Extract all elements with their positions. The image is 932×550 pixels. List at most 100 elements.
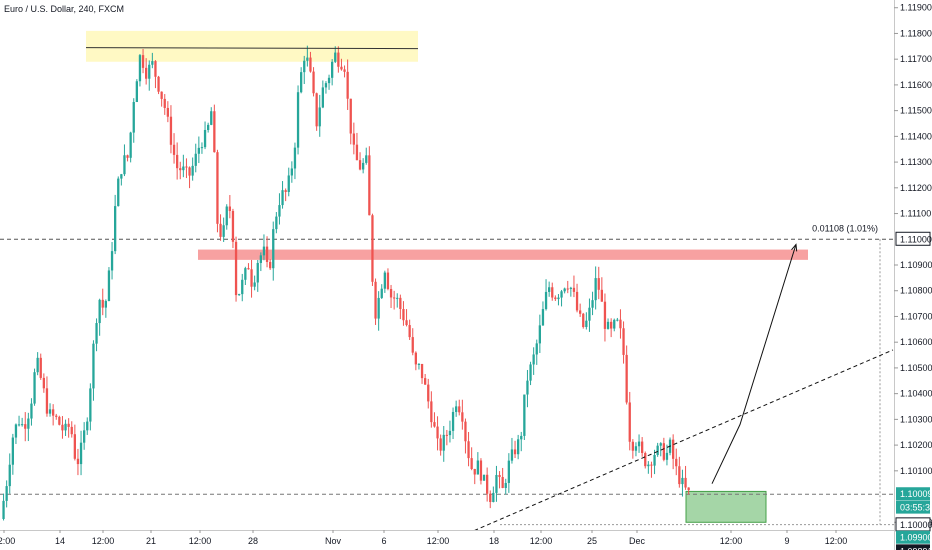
- candle-body: [17, 424, 21, 426]
- candle-body: [275, 216, 278, 230]
- price-label: 1.10009: [900, 489, 932, 499]
- candle-body: [656, 445, 659, 455]
- candle-body: [597, 278, 600, 290]
- candle-body: [482, 474, 486, 481]
- candle-body: [340, 66, 343, 70]
- x-tick-label: 9: [784, 536, 789, 546]
- candle-body: [358, 160, 362, 170]
- y-tick-label: 1.11900: [900, 3, 932, 13]
- y-tick-label: 1.10200: [900, 440, 932, 450]
- candle-body: [225, 206, 228, 226]
- y-tick-label: 1.10800: [900, 286, 932, 296]
- candle-body: [11, 437, 14, 465]
- candle-body: [123, 155, 126, 175]
- candle-body: [541, 309, 545, 326]
- price-label-box: [896, 530, 930, 544]
- candle-body: [284, 190, 287, 192]
- candle-body: [101, 299, 104, 308]
- candle-body: [513, 449, 517, 455]
- candle-body: [473, 468, 476, 475]
- candle-body: [579, 310, 582, 314]
- x-tick-label: 12:00: [427, 536, 450, 546]
- candle-body: [250, 269, 253, 287]
- candle-body: [362, 162, 365, 170]
- candle-body: [414, 352, 417, 365]
- candle-body: [653, 454, 656, 466]
- candle-body: [619, 319, 622, 329]
- candle-body: [197, 147, 200, 154]
- candle-body: [324, 83, 328, 88]
- candle-body: [613, 319, 616, 329]
- candle-body: [290, 168, 293, 176]
- candle-body: [458, 406, 461, 413]
- candle-body: [79, 442, 83, 465]
- candle-body: [644, 452, 647, 467]
- candle-body: [616, 319, 619, 321]
- price-axis-bg: [894, 0, 932, 550]
- candle-body: [138, 55, 142, 82]
- candle-body: [203, 129, 207, 148]
- candle-body: [228, 206, 231, 211]
- candle-body: [331, 61, 334, 78]
- candle-body: [315, 93, 318, 127]
- candle-body: [303, 60, 306, 73]
- candle-body: [504, 482, 507, 488]
- candle-body: [21, 424, 24, 426]
- candle-body: [681, 477, 684, 485]
- candle-body: [420, 363, 424, 379]
- candle-body: [194, 153, 197, 166]
- candle-body: [191, 165, 194, 176]
- candle-body: [448, 430, 452, 436]
- price-label: 1.10000: [900, 520, 932, 530]
- candle-body: [306, 57, 309, 61]
- candle-body: [637, 441, 641, 447]
- candle-body: [129, 132, 132, 158]
- candle-body: [451, 411, 455, 431]
- candle-body: [470, 458, 473, 469]
- candle-body: [498, 474, 501, 478]
- candle-body: [182, 166, 185, 171]
- candle-body: [241, 279, 244, 295]
- price-label: 1.09891: [900, 546, 932, 550]
- candle-body: [368, 155, 371, 216]
- candle-body: [343, 69, 346, 72]
- candle-body: [293, 147, 297, 169]
- candle-body: [641, 441, 644, 453]
- candle-body: [352, 133, 355, 145]
- candle-body: [14, 424, 18, 438]
- y-tick-label: 1.10400: [900, 389, 932, 399]
- candle-body: [380, 288, 383, 298]
- y-tick-label: 1.11500: [900, 106, 932, 116]
- arrow-head-icon: [791, 243, 798, 252]
- candle-body: [278, 205, 281, 217]
- x-tick-label: 12:00: [825, 536, 848, 546]
- candle-body: [464, 421, 467, 442]
- candle-body: [157, 76, 160, 92]
- candle-body: [523, 394, 526, 436]
- candle-body: [486, 474, 489, 494]
- candle-body: [67, 423, 70, 427]
- y-tick-label: 1.10600: [900, 337, 932, 347]
- candle-body: [489, 493, 492, 503]
- candle-body: [411, 337, 414, 353]
- candle-body: [172, 144, 176, 155]
- candle-body: [89, 388, 92, 422]
- price-label: 1.09900: [900, 533, 932, 543]
- candle-body: [526, 380, 529, 395]
- candle-body: [529, 364, 532, 381]
- candle-body: [678, 466, 681, 485]
- candle-body: [39, 357, 42, 378]
- candle-body: [5, 486, 8, 501]
- y-tick-label: 1.10100: [900, 466, 932, 476]
- candle-body: [253, 282, 256, 287]
- candle-body: [575, 291, 579, 311]
- chart-title: Euro / U.S. Dollar, 240, FXCM: [4, 4, 125, 14]
- candle-body: [402, 309, 405, 321]
- candle-body: [476, 460, 479, 475]
- candle-body: [176, 154, 179, 169]
- candle-body: [647, 464, 650, 467]
- candle-body: [117, 178, 120, 207]
- price-label-box: [896, 544, 930, 550]
- candle-body: [461, 412, 464, 422]
